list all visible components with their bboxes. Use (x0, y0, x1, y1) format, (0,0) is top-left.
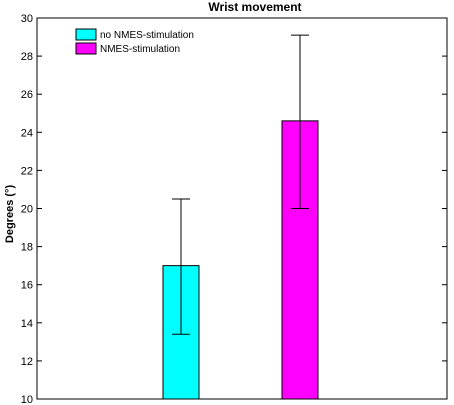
y-tick-label: 12 (21, 356, 33, 368)
y-tick-label: 24 (21, 127, 33, 139)
legend-swatch (75, 42, 97, 55)
legend-label: NMES-stimulation (100, 44, 180, 55)
y-tick-label: 16 (21, 280, 33, 292)
legend: no NMES-stimulation NMES-stimulation (75, 28, 194, 55)
y-tick-label: 22 (21, 165, 33, 177)
bars (162, 34, 319, 400)
y-axis-label: Degrees (°) (4, 185, 16, 244)
y-tick-label: 10 (21, 394, 33, 405)
y-tick-label: 30 (21, 13, 33, 25)
plot-frame (36, 17, 448, 400)
legend-label: no NMES-stimulation (100, 30, 194, 41)
y-tick-label: 18 (21, 242, 33, 254)
y-axis-ticks: 10 12 14 16 18 20 22 24 26 28 30 (21, 13, 447, 405)
chart-title: Wrist movement (208, 0, 301, 14)
y-tick-label: 28 (21, 51, 33, 63)
y-tick-label: 26 (21, 89, 33, 101)
y-tick-label: 14 (21, 318, 33, 330)
legend-swatch (75, 28, 97, 41)
y-tick-label: 20 (21, 204, 33, 216)
